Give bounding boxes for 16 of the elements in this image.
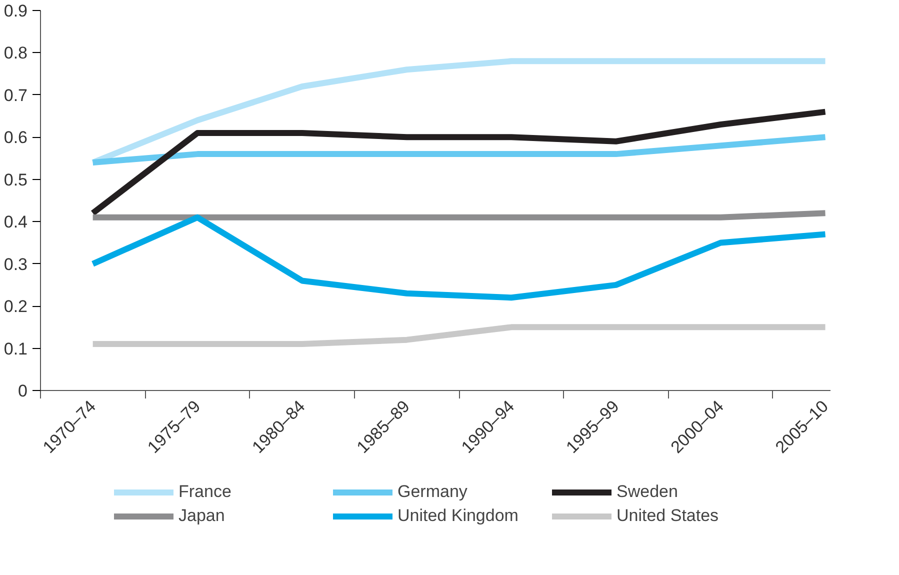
y-tick-label: 0.1 bbox=[4, 339, 28, 358]
y-tick-label: 0 bbox=[18, 382, 28, 400]
y-tick-label: 0.4 bbox=[4, 212, 28, 232]
legend-label: United Kingdom bbox=[398, 506, 520, 526]
legend-label: Japan bbox=[178, 506, 226, 526]
y-tick-label: 0.5 bbox=[4, 170, 28, 190]
y-tick-label: 0.9 bbox=[4, 2, 28, 20]
legend-label: Germany bbox=[398, 482, 468, 502]
y-tick-label: 0.8 bbox=[4, 44, 28, 63]
legend-label: United States bbox=[616, 506, 720, 526]
y-tick-label: 0.7 bbox=[4, 86, 28, 105]
y-tick-label: 0.2 bbox=[4, 297, 28, 316]
legend-label: Sweden bbox=[616, 482, 679, 502]
y-tick-label: 0.6 bbox=[4, 128, 28, 148]
y-tick-label: 0.3 bbox=[4, 254, 28, 274]
legend-label: France bbox=[178, 482, 232, 502]
